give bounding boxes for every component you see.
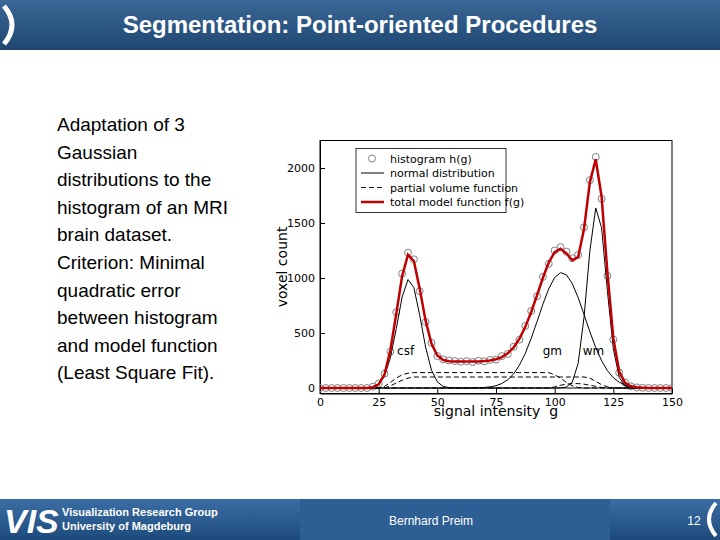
body-line: quadratic error [57,280,181,301]
y-axis-title: voxel count [274,226,290,307]
slide-root: Segmentation: Point-oriented Procedures A… [0,0,720,540]
legend-label: histogram h(g) [390,153,472,166]
x-tick-label: 125 [603,396,624,409]
x-tick-mark [437,389,438,394]
footer-bracket [709,503,716,536]
x-tick-label: 0 [317,396,324,409]
annotation: wm [583,344,605,358]
footer-group: University of Magdeburg [62,520,191,532]
legend-symbol [369,155,376,162]
body-line: brain dataset. [57,224,172,245]
x-tick-label: 25 [372,396,386,409]
legend-symbol [361,173,384,174]
header-bar [0,0,720,50]
body-line: and model function [57,335,218,356]
annotation: gm [543,344,562,358]
y-tick-label: 2000 [287,162,315,175]
x-tick: 25 [372,389,386,410]
y-tick-label: 0 [308,382,315,395]
y-tick-mark [320,278,325,279]
body-line: histogram of an MRI [57,197,228,218]
x-axis-title: signal intensity g [434,403,558,419]
body-text: Adaptation of 3 Gaussian distributions to … [57,114,228,383]
series-line [320,373,672,388]
legend-label: normal distribution [390,167,495,180]
x-tick: 125 [603,389,624,410]
x-tick-mark [555,389,556,394]
body-line: (Least Square Fit). [57,362,214,383]
body-line: Gaussian [57,142,137,163]
y-axis: 0 500 1000 1500 2000 [287,141,325,395]
chart: 02550751001251500500100015002000signal i… [274,141,683,420]
x-tick-mark [496,389,497,394]
y-tick: 2000 [287,162,325,175]
body-line: distributions to the [57,169,211,190]
y-tick: 1500 [287,217,325,230]
annotation: csf [397,344,415,358]
body-line: Criterion: Minimal [57,252,205,273]
y-tick-mark [320,333,325,334]
footer-bar [0,499,720,540]
plot-frame [320,141,672,394]
slide-svg: Segmentation: Point-oriented Procedures A… [0,0,720,540]
y-tick-label: 500 [294,327,315,340]
x-tick-label: 150 [662,396,683,409]
footer-group: Visualization Research Group [62,506,218,518]
body-line: between histogram [57,307,218,328]
header-bracket [4,6,12,44]
footer-logo: VIS [4,502,59,540]
series-line [320,208,672,388]
plot-background [320,141,672,394]
y-tick: 1000 [287,272,325,285]
slide-title: Segmentation: Point-oriented Procedures [123,11,598,38]
y-tick-mark [320,168,325,169]
annotations: csf gm wm [397,344,604,358]
x-tick-mark [379,389,380,394]
legend: histogram h(g)normal distribution partial… [356,149,524,213]
y-tick-label: 1000 [287,272,315,285]
footer-author: Bernhard Preim [389,514,473,528]
legend-label: partial volume function [390,182,518,195]
legend-label: total model function f(g) [390,196,524,209]
footer-author-box [300,499,610,540]
y-tick-label: 1500 [287,217,315,230]
y-tick-mark [320,223,325,224]
legend-symbol [361,187,384,188]
legend-symbol [361,201,384,204]
body-line: Adaptation of 3 [57,114,185,135]
x-tick-mark [613,389,614,394]
footer-page: 12 [687,514,701,528]
